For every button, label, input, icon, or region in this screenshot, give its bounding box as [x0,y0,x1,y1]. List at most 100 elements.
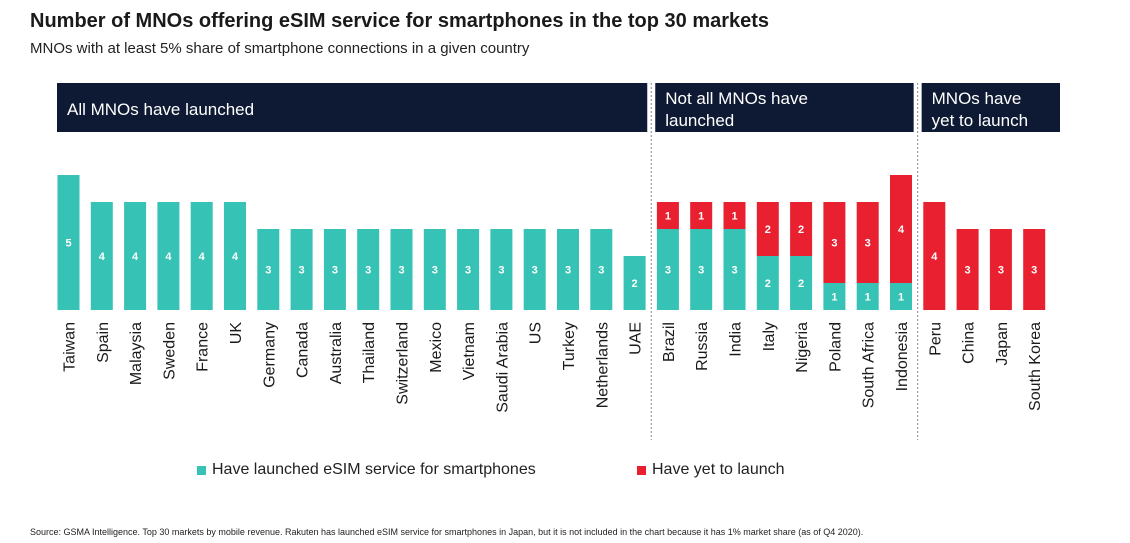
category-label-vietnam: Vietnam [461,322,478,380]
category-label-us: US [528,322,545,344]
group-header-1 [57,83,648,132]
bar-launched-uae [623,256,646,310]
bar-value-yet-brazil: 1 [665,211,671,223]
bar-yet-china [956,229,979,310]
category-label-switzerland: Switzerland [395,322,412,405]
bar-value-launched-sweden: 4 [165,251,172,263]
source-note: Source: GSMA Intelligence. Top 30 market… [30,527,864,537]
bar-launched-thailand [357,229,380,310]
category-label-netherlands: Netherlands [594,322,611,408]
legend-swatch-launched [197,465,206,475]
bar-value-launched-saudi-arabia: 3 [498,265,504,277]
bar-value-launched-australia: 3 [332,265,338,277]
bar-launched-italy [756,256,779,310]
bar-yet-peru [923,202,946,310]
category-label-uk: UK [228,322,245,345]
chart-title: Number of MNOs offering eSIM service for… [30,10,770,32]
bar-launched-malaysia [124,202,147,310]
bar-value-yet-india: 1 [731,211,737,223]
bar-value-launched-uk: 4 [232,251,239,263]
bar-yet-indonesia [890,175,912,283]
bar-value-yet-poland: 3 [831,238,837,250]
category-label-malaysia: Malaysia [128,322,145,385]
bar-value-yet-russia: 1 [698,211,704,223]
bar-value-launched-taiwan: 5 [65,238,71,250]
bar-launched-indonesia [890,283,912,310]
bar-value-launched-turkey: 3 [565,265,571,277]
bar-yet-south-africa [856,202,879,283]
bar-yet-italy [756,202,779,256]
bar-value-yet-south-africa: 3 [865,238,871,250]
category-label-italy: Italy [761,322,778,351]
category-label-south-africa: South Africa [861,322,878,408]
bar-yet-india [723,202,746,229]
category-label-turkey: Turkey [561,322,578,370]
category-label-thailand: Thailand [361,322,378,383]
bar-launched-south-africa [856,283,879,310]
group-header-label-1: All MNOs have launched [67,100,254,119]
legend-label-yet: Have yet to launch [652,461,785,478]
category-label-south-korea: South Korea [1027,322,1044,411]
bar-launched-canada [290,229,313,310]
bar-launched-france [190,202,213,310]
legend-item-yet: Have yet to launch [637,461,785,479]
chart-subtitle: MNOs with at least 5% share of smartphon… [30,40,530,57]
bar-value-launched-us: 3 [532,265,538,277]
bar-value-launched-indonesia: 1 [898,292,904,304]
bar-launched-nigeria [790,256,813,310]
bar-launched-poland [823,283,846,310]
category-label-china: China [961,322,978,364]
bar-value-launched-canada: 3 [299,265,305,277]
bar-yet-nigeria [790,202,813,256]
bar-launched-uk [224,202,246,310]
bar-value-launched-vietnam: 3 [465,265,471,277]
category-label-australia: Australia [328,322,345,384]
bar-value-launched-switzerland: 3 [398,265,404,277]
bar-value-yet-japan: 3 [998,265,1004,277]
bar-value-yet-south-korea: 3 [1031,265,1037,277]
bar-value-yet-italy: 2 [765,224,771,236]
bar-value-launched-south-africa: 1 [865,292,871,304]
group-header-3 [921,83,1060,132]
bar-launched-vietnam [457,229,480,310]
legend: Have launched eSIM service for smartphon… [0,461,1130,485]
bar-launched-sweden [157,202,180,310]
bar-value-launched-nigeria: 2 [798,278,804,290]
category-label-canada: Canada [295,322,312,378]
bar-value-launched-netherlands: 3 [598,265,604,277]
category-label-germany: Germany [261,322,278,388]
bar-yet-russia [690,202,713,229]
bar-value-launched-france: 4 [199,251,206,263]
bar-launched-mexico [423,229,446,310]
bar-yet-south-korea [1023,229,1046,310]
bar-value-launched-spain: 4 [99,251,106,263]
bar-launched-brazil [656,229,679,310]
bar-yet-brazil [656,202,679,229]
category-label-saudi-arabia: Saudi Arabia [494,322,511,413]
bar-value-launched-malaysia: 4 [132,251,139,263]
bar-value-yet-peru: 4 [931,251,938,263]
bar-yet-japan [989,229,1012,310]
group-header-2 [655,83,914,132]
bar-launched-spain [90,202,113,310]
bar-value-launched-germany: 3 [265,265,271,277]
bar-launched-germany [257,229,280,310]
bar-value-launched-poland: 1 [831,292,837,304]
category-label-nigeria: Nigeria [794,322,811,373]
category-label-france: France [195,322,212,372]
group-header-label-2: Not all MNOs have launched [665,89,808,130]
category-label-japan: Japan [994,322,1011,366]
bar-yet-poland [823,202,846,283]
bar-launched-turkey [557,229,579,310]
legend-item-launched: Have launched eSIM service for smartphon… [197,461,536,479]
category-label-poland: Poland [827,322,844,372]
category-label-mexico: Mexico [428,322,445,373]
bar-value-yet-china: 3 [965,265,971,277]
category-label-russia: Russia [694,322,711,371]
bar-value-launched-uae: 2 [632,278,638,290]
category-label-uae: UAE [628,322,645,355]
bar-launched-switzerland [390,229,413,310]
bar-launched-us [523,229,546,310]
bar-value-launched-italy: 2 [765,278,771,290]
category-label-peru: Peru [927,322,944,356]
